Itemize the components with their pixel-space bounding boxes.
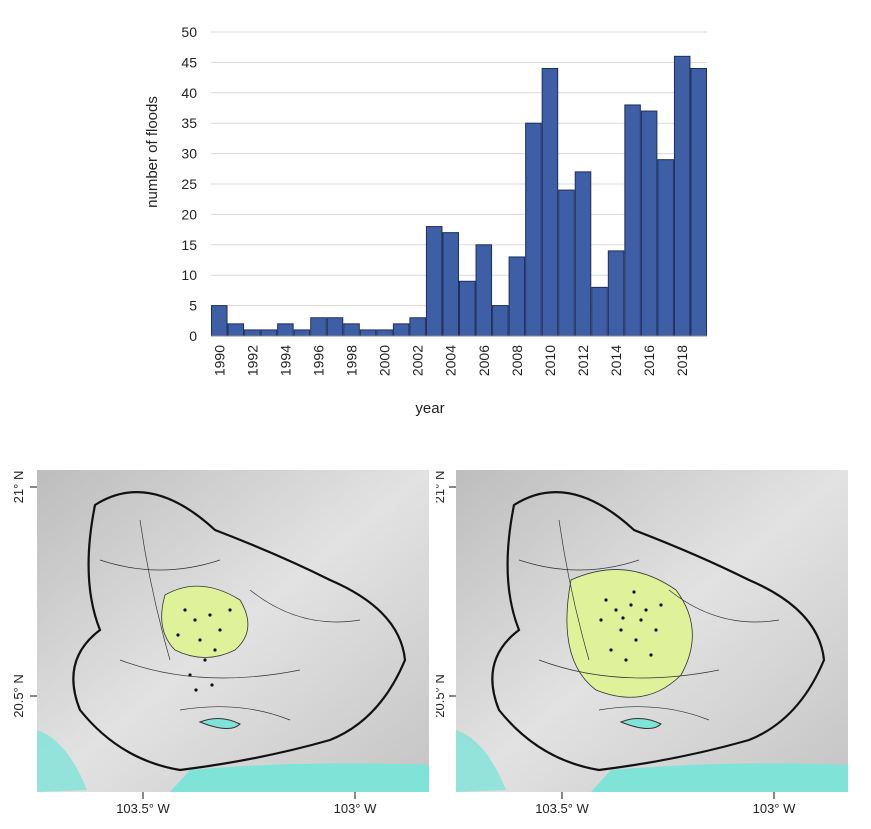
bar xyxy=(640,110,658,337)
bar xyxy=(475,244,493,337)
y-tick-label: 0 xyxy=(189,328,197,344)
x-tick-label: 2008 xyxy=(509,345,525,376)
bar xyxy=(624,104,641,337)
y-tick-labels: 0 5 10 15 20 25 30 35 40 45 50 xyxy=(181,24,197,344)
flood-points xyxy=(176,608,232,692)
flood-area xyxy=(566,569,693,698)
lake xyxy=(619,718,662,729)
x-tick-label: 2012 xyxy=(575,345,591,376)
lon-label-103-5: 103.5° W xyxy=(116,801,170,816)
bar xyxy=(442,232,460,337)
x-tick-label: 2014 xyxy=(608,345,624,376)
lake xyxy=(198,718,241,729)
bar xyxy=(541,67,559,337)
bar xyxy=(277,323,294,337)
x-tick-label: 2018 xyxy=(674,345,690,376)
x-axis-title: year xyxy=(415,400,444,417)
bar xyxy=(310,317,327,337)
water-body xyxy=(591,763,848,792)
bar xyxy=(227,323,245,337)
flood-map-right: 21° N 20.5° N 103.5° W 103° W xyxy=(436,470,848,816)
lon-label-103: 103° W xyxy=(334,801,378,816)
water-body xyxy=(170,763,429,792)
flood-area xyxy=(161,585,249,658)
y-tick-label: 45 xyxy=(181,54,197,70)
bar xyxy=(607,250,625,337)
lon-label-103: 103° W xyxy=(753,801,797,816)
bar xyxy=(459,280,476,337)
bar xyxy=(409,317,426,337)
bar xyxy=(591,286,608,337)
bar xyxy=(558,189,575,337)
y-tick-label: 50 xyxy=(181,24,197,40)
x-tick-label: 1996 xyxy=(310,345,326,376)
bar xyxy=(376,329,393,337)
bar xyxy=(525,122,542,337)
sub-basin-lines xyxy=(99,519,361,721)
bar xyxy=(260,329,278,337)
bar xyxy=(508,256,526,337)
y-tick-label: 10 xyxy=(181,267,197,283)
y-tick-label: 5 xyxy=(189,298,197,314)
basin-boundary xyxy=(491,491,826,772)
y-tick-label: 25 xyxy=(181,176,197,192)
sub-basin-lines xyxy=(518,519,780,721)
x-tick-label: 2016 xyxy=(641,345,657,376)
x-tick-label: 1998 xyxy=(344,345,360,376)
x-tick-label: 2006 xyxy=(476,345,492,376)
y-tick-label: 20 xyxy=(181,206,197,222)
bar xyxy=(492,305,509,337)
x-tick-label: 2002 xyxy=(410,345,426,376)
bar xyxy=(673,55,691,337)
lat-label-20-5: 20.5° N xyxy=(11,674,26,718)
bar xyxy=(690,67,708,337)
bar xyxy=(293,329,311,337)
bars xyxy=(211,55,708,337)
bar xyxy=(425,226,443,337)
bar xyxy=(657,159,674,337)
y-axis-title: number of floods xyxy=(144,96,161,208)
x-tick-labels: 1990 1992 1994 1996 1998 2000 2002 2004 2006 2008… xyxy=(211,345,690,376)
lon-label-103-5: 103.5° W xyxy=(535,801,589,816)
bar xyxy=(574,171,592,337)
lat-label-20-5: 20.5° N xyxy=(436,674,447,718)
gridlines xyxy=(211,31,707,307)
flood-points xyxy=(599,590,663,662)
water-body xyxy=(37,730,87,792)
x-tick-label: 2000 xyxy=(377,345,393,376)
lat-label-21: 21° N xyxy=(11,471,26,504)
x-tick-label: 1992 xyxy=(244,345,260,376)
x-tick-label: 1994 xyxy=(277,345,293,376)
bar xyxy=(211,305,228,337)
x-tick-label: 1990 xyxy=(211,345,227,376)
x-tick-label: 2010 xyxy=(542,345,558,376)
y-tick-label: 30 xyxy=(181,146,197,162)
flood-map-left: 21° N 20.5° N 103.5° W 103° W xyxy=(11,470,429,816)
y-tick-label: 15 xyxy=(181,237,197,253)
y-tick-label: 40 xyxy=(181,85,197,101)
bar xyxy=(343,323,360,337)
basin-boundary xyxy=(72,491,407,772)
water-body xyxy=(456,730,506,792)
bar xyxy=(392,323,410,337)
y-tick-label: 35 xyxy=(181,115,197,131)
lat-label-21: 21° N xyxy=(436,471,447,504)
bar xyxy=(359,329,377,337)
bar xyxy=(326,317,344,337)
bar xyxy=(244,329,261,337)
x-tick-label: 2004 xyxy=(443,345,459,376)
